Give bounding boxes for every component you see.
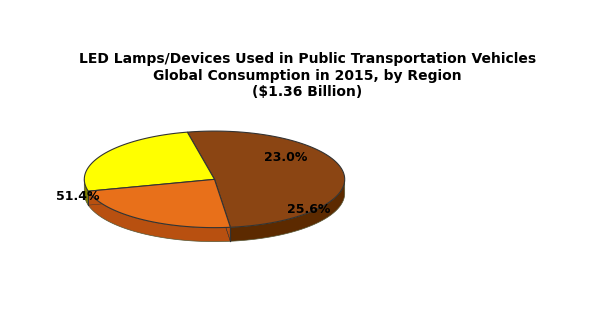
- PathPatch shape: [88, 180, 230, 228]
- Polygon shape: [230, 180, 344, 241]
- Text: 51.4%: 51.4%: [56, 190, 100, 203]
- PathPatch shape: [187, 131, 344, 227]
- Text: 25.6%: 25.6%: [287, 203, 330, 216]
- Text: Global Consumption in 2015, by Region: Global Consumption in 2015, by Region: [153, 69, 462, 83]
- Polygon shape: [88, 191, 230, 242]
- Text: LED Lamps/Devices Used in Public Transportation Vehicles: LED Lamps/Devices Used in Public Transpo…: [79, 52, 536, 66]
- Text: ($1.36 Billion): ($1.36 Billion): [253, 85, 362, 99]
- PathPatch shape: [85, 132, 215, 191]
- Text: 23.0%: 23.0%: [265, 151, 308, 164]
- Polygon shape: [85, 180, 88, 205]
